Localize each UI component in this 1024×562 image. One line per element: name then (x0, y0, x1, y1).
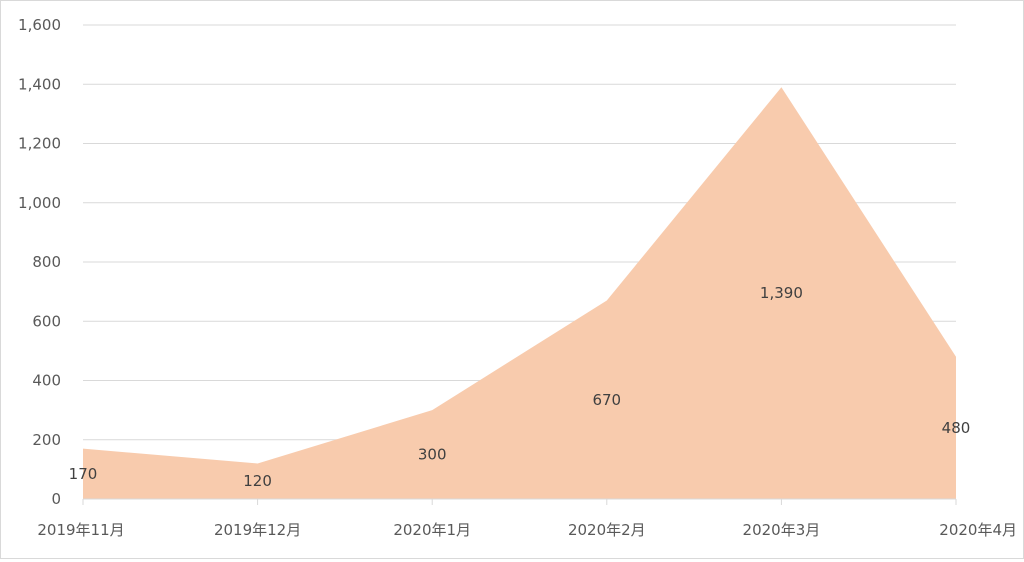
y-tick-label: 400 (32, 372, 61, 390)
data-labels: 170 120 300 670 1,390 480 (69, 284, 971, 490)
y-tick-label: 1,000 (18, 194, 61, 212)
data-label: 1,390 (760, 284, 803, 302)
x-axis-tick-labels: 2019年11月 2019年12月 2020年1月 2020年2月 2020年3月 202… (37, 521, 1017, 539)
x-tick-label: 2020年1月 (393, 521, 471, 539)
y-tick-label: 1,400 (18, 75, 61, 93)
y-tick-label: 200 (32, 431, 61, 449)
data-label: 670 (592, 391, 621, 409)
area-series (83, 87, 956, 500)
data-label: 480 (942, 419, 971, 437)
area-series-fill (83, 87, 956, 500)
x-tick-label: 2019年12月 (214, 521, 301, 539)
y-tick-label: 800 (32, 253, 61, 271)
data-label: 170 (69, 465, 98, 483)
data-label: 120 (243, 472, 272, 490)
x-axis (82, 498, 957, 505)
x-tick-label: 2019年11月 (37, 521, 124, 539)
gridlines (83, 24, 956, 441)
x-tick-label: 2020年3月 (743, 521, 821, 539)
y-tick-label: 1,600 (18, 16, 61, 34)
y-tick-label: 600 (32, 312, 61, 330)
x-tick-label: 2020年4月 (939, 521, 1017, 539)
y-tick-label: 1,200 (18, 135, 61, 153)
data-label: 300 (418, 446, 447, 464)
y-tick-label: 0 (51, 490, 61, 508)
x-tick-label: 2020年2月 (568, 521, 646, 539)
y-axis-tick-labels: 0 200 400 600 800 1,000 1,200 1,400 1,600 (18, 16, 61, 508)
